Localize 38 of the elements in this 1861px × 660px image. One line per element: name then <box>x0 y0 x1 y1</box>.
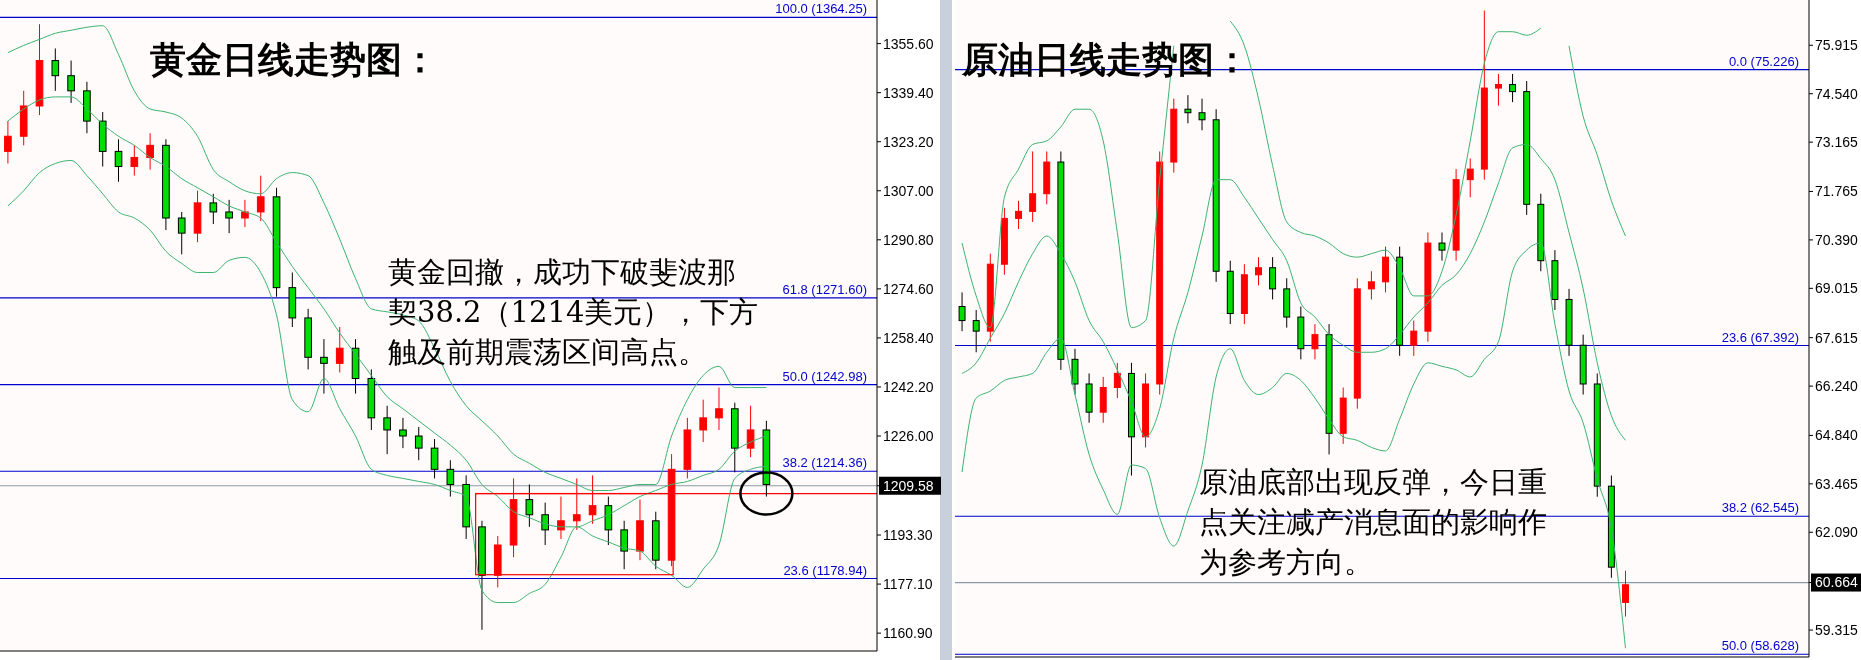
ref-line-label: 100.0 (1364.25) <box>775 1 867 17</box>
ref-line-label: 61.8 (1271.60) <box>782 281 867 297</box>
y-tick-label: 1258.40 <box>883 329 934 346</box>
ref-line-label: 23.6 (1178.94) <box>783 562 867 578</box>
y-tick-label: 1242.20 <box>883 378 934 395</box>
y-tick-label: 1209.58 <box>883 477 934 494</box>
y-tick-label: 60.664 <box>1815 574 1859 591</box>
y-tick-label: 74.540 <box>1815 85 1859 102</box>
y-tick-label: 1290.80 <box>883 231 934 248</box>
ref-line-label: 50.0 (1242.98) <box>782 368 867 384</box>
y-tick-label: 69.015 <box>1815 280 1859 297</box>
y-tick-label: 73.165 <box>1815 134 1859 151</box>
y-tick-label: 1339.40 <box>883 84 934 101</box>
y-tick-label: 1355.60 <box>883 35 934 52</box>
y-tick-label: 70.390 <box>1815 231 1859 248</box>
y-tick-label: 1160.90 <box>883 625 933 642</box>
y-tick-label: 59.315 <box>1815 621 1859 638</box>
y-tick-label: 1323.20 <box>883 133 934 150</box>
ref-line-label: 0.0 (75.226) <box>1728 53 1799 69</box>
ref-line-label: 38.2 (62.545) <box>1721 500 1799 516</box>
text: 黄金日线走势图： <box>150 38 438 80</box>
y-tick-label: 66.240 <box>1815 378 1859 394</box>
y-tick-label: 67.615 <box>1815 329 1859 346</box>
y-tick-label: 71.765 <box>1815 183 1859 200</box>
y-tick-label: 75.915 <box>1815 37 1859 54</box>
y-tick-label: 1193.30 <box>883 526 933 543</box>
y-tick-label: 1274.60 <box>883 280 934 297</box>
ref-line-label: 38.2 (1214.36) <box>782 455 867 471</box>
y-tick-label: 1307.00 <box>883 182 934 199</box>
y-tick-label: 64.840 <box>1815 427 1859 444</box>
y-tick-label: 63.465 <box>1815 475 1859 492</box>
ref-line-label: 50.0 (58.628) <box>1721 638 1799 654</box>
y-tick-label: 1177.10 <box>883 575 933 592</box>
text: 原油日线走势图： <box>961 38 1250 80</box>
y-tick-label: 62.090 <box>1815 524 1859 541</box>
ref-line-label: 23.6 (67.392) <box>1721 329 1799 345</box>
annotation: 黄金回撤，成功下破斐波那契38.2（1214美元），下方触及前期震荡区间高点。 <box>388 255 759 369</box>
y-tick-label: 1226.00 <box>883 427 934 444</box>
